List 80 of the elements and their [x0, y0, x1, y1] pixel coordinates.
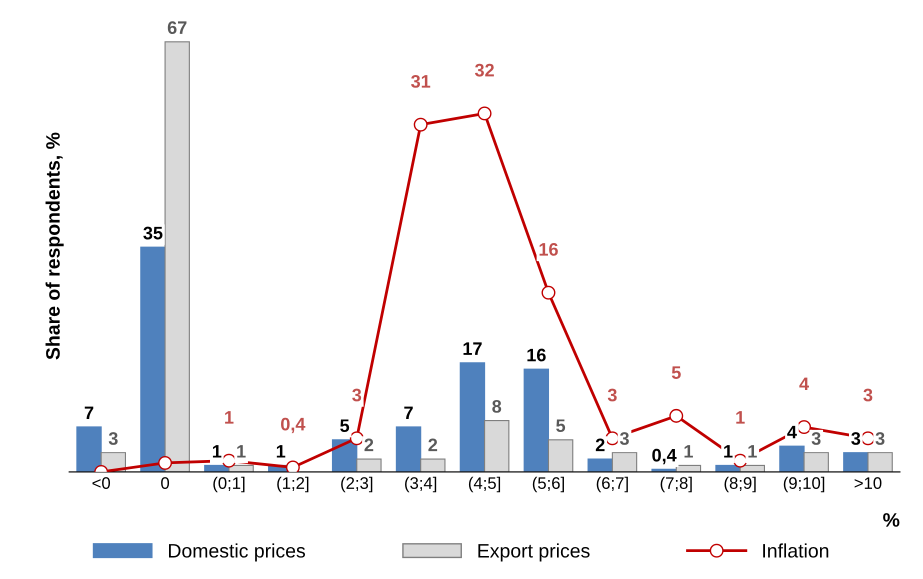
y-axis-title: Share of respondents, % [46, 132, 64, 360]
legend-label: Export prices [478, 543, 590, 562]
point [414, 118, 428, 132]
data-label: 32 [474, 64, 494, 77]
point [797, 420, 812, 434]
bar [588, 458, 613, 472]
data-label: 1 [684, 445, 693, 458]
data-label: 4 [799, 378, 809, 390]
bar [548, 439, 574, 472]
data-label: 1 [225, 411, 234, 424]
bar [164, 41, 190, 472]
data-label: 1 [276, 445, 286, 458]
x-tick-label: >10 [854, 477, 882, 489]
point [158, 456, 172, 470]
legend-label: Domestic prices [169, 543, 306, 562]
data-label: 0,4 [281, 418, 306, 434]
data-label: 3 [812, 432, 821, 445]
point [669, 408, 684, 423]
x-axis-title: % [883, 513, 900, 527]
data-label: 0,4 [652, 448, 677, 464]
point [222, 454, 236, 468]
x-tick-label: (4;5] [468, 476, 500, 492]
data-label: 3 [851, 432, 860, 445]
x-tick-label: (7;8] [660, 476, 692, 492]
x-tick-label: (0;1] [213, 476, 244, 492]
data-label: 16 [527, 348, 546, 362]
x-tick-label: (2;3] [341, 476, 372, 492]
data-label: 1 [748, 445, 757, 458]
point [286, 460, 300, 472]
bar [804, 452, 829, 472]
data-label: 3 [608, 388, 617, 402]
data-label: 5 [556, 419, 566, 432]
bar [843, 452, 869, 472]
bar [356, 458, 382, 472]
bar [460, 362, 486, 472]
data-label: 2 [364, 438, 374, 452]
x-tick-label: (5;6] [532, 476, 564, 492]
x-tick-label: <0 [92, 477, 110, 489]
data-label: 35 [143, 226, 162, 240]
x-tick-label: 0 [161, 477, 170, 489]
point [350, 431, 364, 446]
data-label: 67 [168, 21, 186, 34]
data-label: 7 [404, 406, 413, 420]
data-label: 2 [428, 438, 438, 452]
data-label: 1 [724, 445, 733, 458]
data-label: 1 [237, 445, 246, 458]
data-label: 3 [352, 388, 362, 402]
point [478, 106, 492, 120]
bar [396, 426, 422, 472]
bar [612, 452, 638, 472]
point [542, 286, 556, 300]
bar [524, 368, 550, 472]
bar [140, 246, 166, 472]
bar [676, 464, 702, 472]
data-label: 5 [340, 419, 350, 432]
x-tick-label: (3;4] [405, 476, 436, 492]
data-label: 1 [212, 445, 222, 458]
legend-label: Inflation [763, 543, 828, 558]
data-label: 16 [540, 242, 558, 256]
x-tick-label: (1;2] [277, 476, 308, 492]
x-tick-label: (8;9] [724, 476, 756, 492]
data-label: 7 [84, 406, 94, 420]
data-label: 3 [863, 388, 872, 402]
data-label: 5 [672, 366, 681, 379]
bar [484, 420, 510, 472]
data-label: 3 [620, 432, 629, 445]
data-label: 1 [736, 411, 745, 424]
bar [867, 452, 893, 472]
data-label: 17 [464, 342, 482, 355]
data-label: 3 [876, 432, 884, 445]
data-label: 2 [596, 438, 605, 452]
x-tick-label: (6;7] [596, 476, 628, 492]
bar [76, 426, 102, 472]
data-label: 8 [492, 400, 502, 413]
data-label: 4 [787, 426, 797, 438]
data-label: 3 [108, 432, 118, 445]
bar [779, 446, 805, 472]
x-tick-label: (9;10] [784, 476, 824, 492]
data-label: 31 [411, 74, 430, 88]
bar [420, 458, 446, 472]
